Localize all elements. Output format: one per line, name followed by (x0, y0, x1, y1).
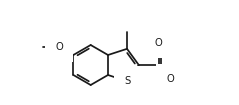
Text: O: O (166, 74, 174, 84)
Text: O: O (55, 42, 63, 52)
Text: S: S (124, 76, 130, 86)
Text: O: O (155, 38, 163, 48)
